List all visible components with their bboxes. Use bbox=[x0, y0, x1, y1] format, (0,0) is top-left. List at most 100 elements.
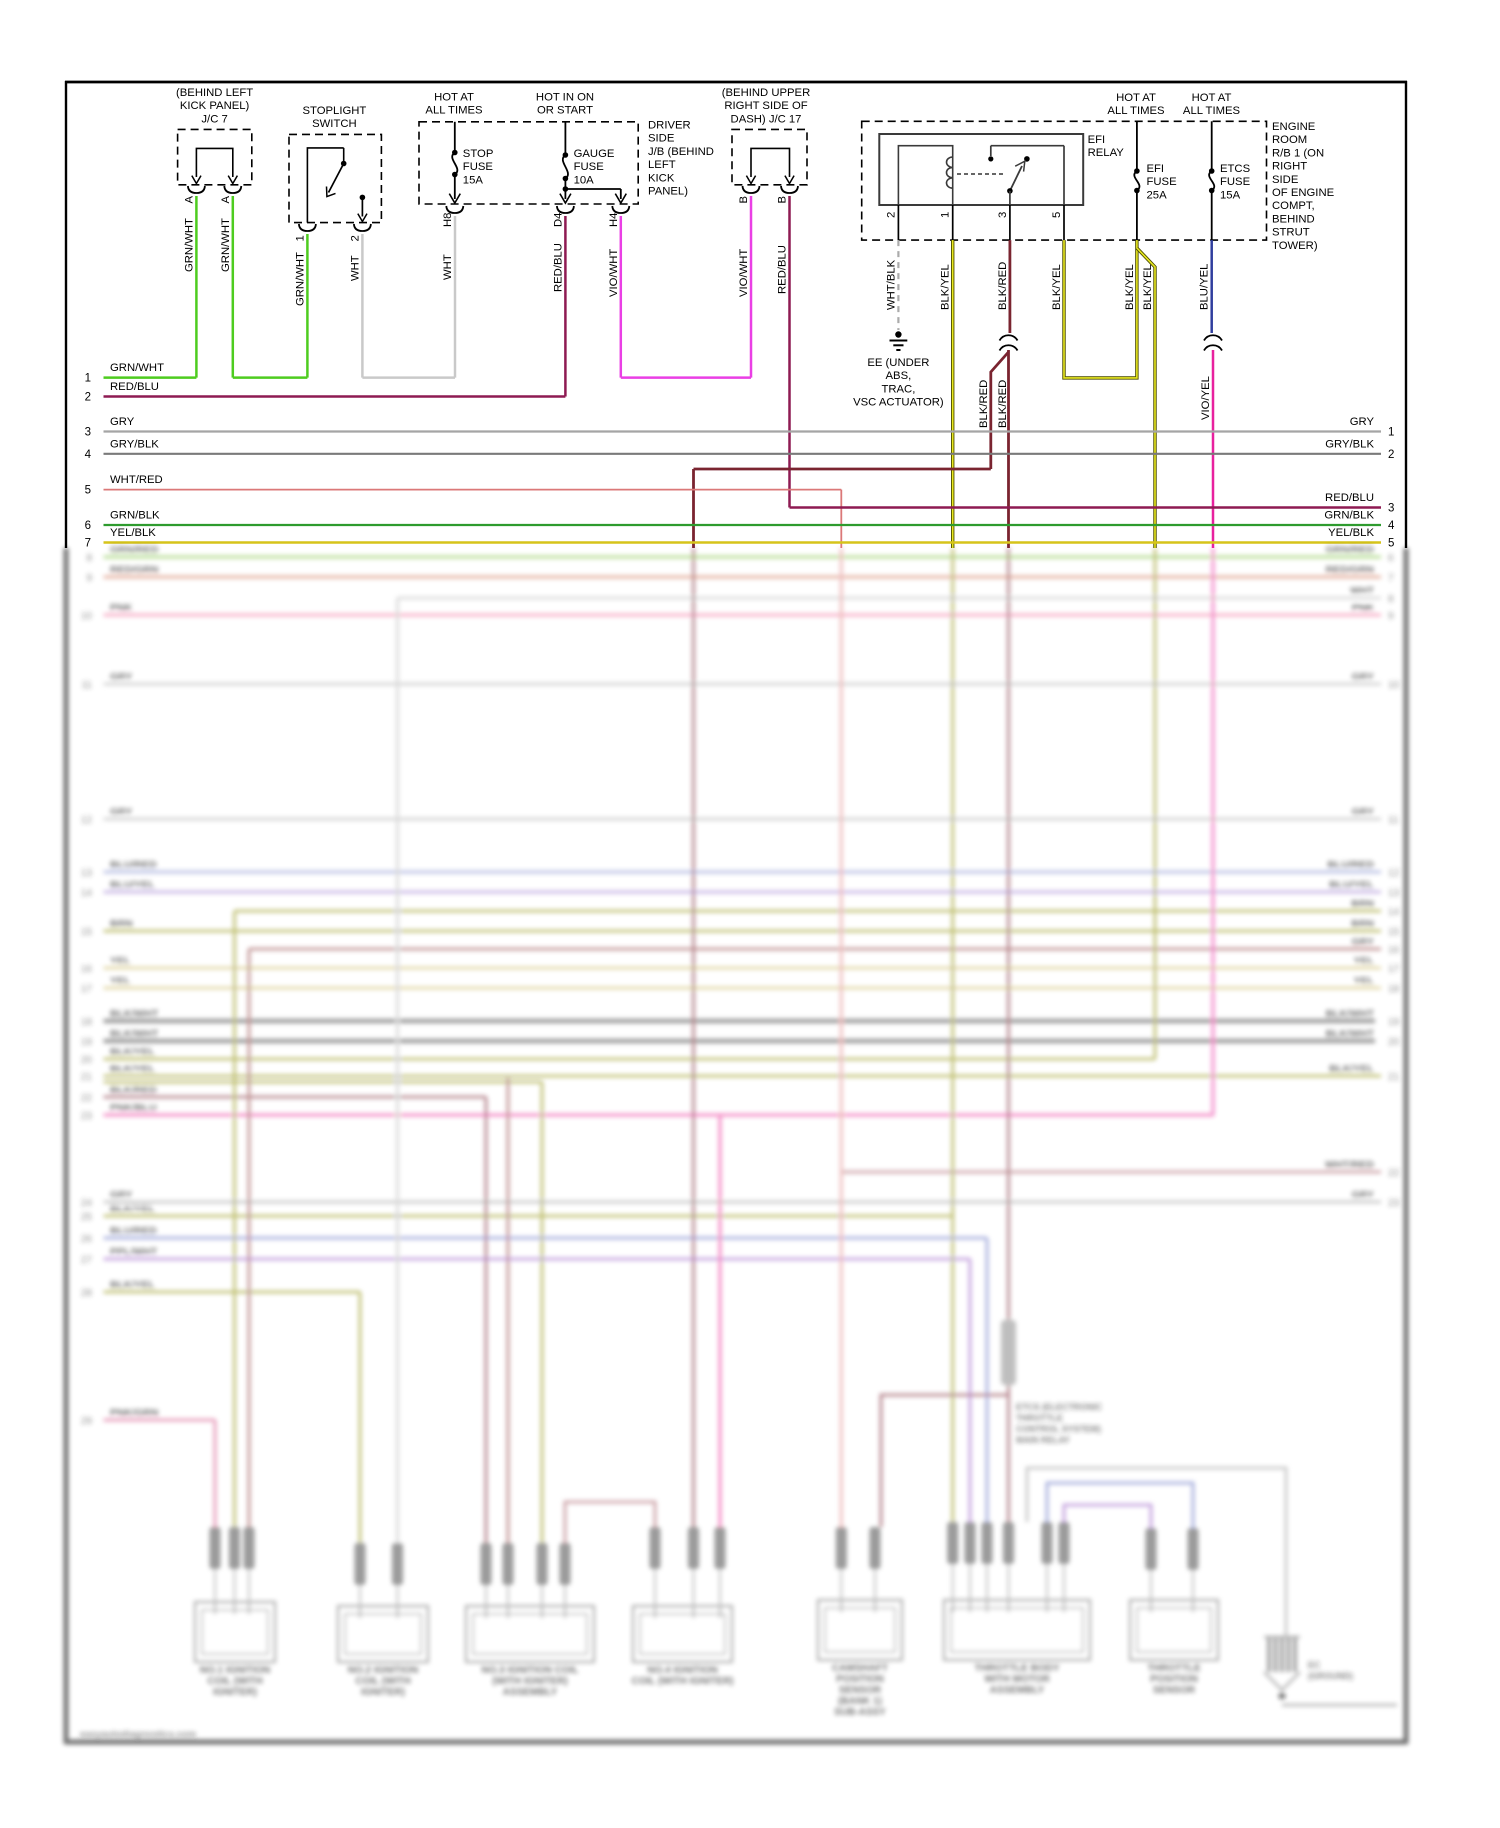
svg-text:WITH MOTOR: WITH MOTOR bbox=[984, 1674, 1050, 1685]
svg-text:SIDE: SIDE bbox=[1272, 174, 1299, 186]
svg-text:23: 23 bbox=[81, 1111, 93, 1122]
svg-text:easyautodiagnostics.com: easyautodiagnostics.com bbox=[80, 1729, 196, 1740]
svg-text:OR START: OR START bbox=[537, 105, 593, 117]
svg-text:(WITH IGNITER): (WITH IGNITER) bbox=[492, 1676, 568, 1687]
svg-text:RED/BLU: RED/BLU bbox=[1325, 492, 1374, 504]
svg-text:GRY/BLK: GRY/BLK bbox=[110, 439, 159, 451]
svg-text:BLK/YEL: BLK/YEL bbox=[1124, 264, 1136, 310]
svg-text:7: 7 bbox=[85, 538, 91, 550]
svg-text:BLK/YEL: BLK/YEL bbox=[1142, 264, 1154, 310]
svg-text:SENSOR: SENSOR bbox=[839, 1685, 882, 1696]
svg-text:21: 21 bbox=[1388, 1072, 1400, 1083]
svg-text:21: 21 bbox=[81, 1072, 93, 1083]
svg-text:FUSE: FUSE bbox=[574, 161, 605, 173]
svg-text:RED/BLU: RED/BLU bbox=[777, 245, 789, 294]
svg-text:18: 18 bbox=[1388, 984, 1400, 995]
svg-text:25A: 25A bbox=[1147, 189, 1168, 201]
svg-text:ASSEMBLY: ASSEMBLY bbox=[503, 1687, 558, 1698]
svg-text:10: 10 bbox=[1388, 680, 1400, 691]
svg-text:FUSE: FUSE bbox=[1220, 176, 1251, 188]
svg-text:NO.1 IGNITION: NO.1 IGNITION bbox=[200, 1665, 271, 1676]
svg-text:GRN/BLK: GRN/BLK bbox=[110, 510, 160, 522]
svg-text:BLU/RED: BLU/RED bbox=[110, 1225, 157, 1237]
svg-text:WHT: WHT bbox=[1350, 585, 1374, 597]
svg-text:1: 1 bbox=[294, 235, 306, 241]
svg-text:GRN/WHT: GRN/WHT bbox=[110, 362, 164, 374]
svg-text:VSC ACTUATOR): VSC ACTUATOR) bbox=[853, 397, 944, 409]
svg-text:LEFT: LEFT bbox=[648, 159, 676, 171]
svg-text:WHT: WHT bbox=[349, 255, 361, 281]
svg-text:BLK/RED: BLK/RED bbox=[110, 1084, 157, 1096]
svg-text:PNK/BLU: PNK/BLU bbox=[110, 1102, 157, 1114]
svg-text:BLK/YEL: BLK/YEL bbox=[110, 1279, 156, 1291]
svg-text:BLU/YEL: BLU/YEL bbox=[1329, 879, 1375, 891]
svg-text:GRY: GRY bbox=[110, 806, 132, 818]
svg-text:(GROUND): (GROUND) bbox=[1308, 1671, 1353, 1681]
svg-text:BLK/YEL: BLK/YEL bbox=[1051, 264, 1063, 310]
svg-text:IGNITER): IGNITER) bbox=[361, 1687, 405, 1698]
svg-text:23: 23 bbox=[1388, 1198, 1400, 1209]
svg-text:NO.2 IGNITION: NO.2 IGNITION bbox=[348, 1665, 419, 1676]
svg-text:17: 17 bbox=[81, 984, 93, 995]
svg-text:3: 3 bbox=[85, 427, 91, 439]
svg-text:13: 13 bbox=[81, 868, 93, 879]
svg-text:GRY: GRY bbox=[110, 416, 135, 428]
svg-text:RIGHT SIDE OF: RIGHT SIDE OF bbox=[724, 100, 807, 112]
svg-text:5: 5 bbox=[1051, 212, 1063, 218]
svg-text:PPL/WHT: PPL/WHT bbox=[110, 1246, 158, 1258]
svg-text:BLK/WHT: BLK/WHT bbox=[110, 1008, 159, 1020]
svg-text:(BEHIND LEFT: (BEHIND LEFT bbox=[176, 87, 253, 99]
svg-text:ASSEMBLY: ASSEMBLY bbox=[990, 1685, 1045, 1696]
svg-text:B: B bbox=[777, 196, 789, 204]
svg-text:ETCS: ETCS bbox=[1220, 163, 1251, 175]
svg-text:GRY: GRY bbox=[110, 1189, 132, 1201]
svg-text:RELAY: RELAY bbox=[1088, 147, 1125, 159]
svg-text:4: 4 bbox=[1388, 520, 1395, 532]
svg-text:26: 26 bbox=[81, 1234, 93, 1245]
svg-text:RED/GRN: RED/GRN bbox=[1326, 564, 1374, 576]
svg-text:1: 1 bbox=[1388, 427, 1394, 439]
svg-text:22: 22 bbox=[81, 1093, 93, 1104]
svg-text:THROTTLE: THROTTLE bbox=[1147, 1663, 1201, 1674]
svg-text:29: 29 bbox=[81, 1416, 93, 1427]
svg-text:BRN: BRN bbox=[110, 918, 133, 930]
svg-text:WHT/RED: WHT/RED bbox=[1325, 1159, 1374, 1171]
svg-text:EE (UNDER: EE (UNDER bbox=[867, 357, 929, 369]
svg-text:YEL/BLK: YEL/BLK bbox=[110, 527, 156, 539]
svg-text:NO.4 IGNITION: NO.4 IGNITION bbox=[647, 1665, 718, 1676]
svg-text:GRN/WHT: GRN/WHT bbox=[294, 252, 306, 306]
svg-text:PNK: PNK bbox=[110, 602, 133, 614]
svg-text:20: 20 bbox=[81, 1055, 93, 1066]
svg-text:CONTROL SYSTEM): CONTROL SYSTEM) bbox=[1016, 1424, 1101, 1434]
svg-text:GRN/RED: GRN/RED bbox=[1326, 544, 1375, 556]
svg-text:(BANK 1): (BANK 1) bbox=[838, 1696, 882, 1707]
svg-text:POSITION: POSITION bbox=[836, 1674, 884, 1685]
svg-text:WHT: WHT bbox=[442, 254, 454, 280]
svg-text:8: 8 bbox=[1388, 594, 1394, 605]
svg-text:4: 4 bbox=[85, 449, 92, 461]
svg-text:BEHIND: BEHIND bbox=[1272, 213, 1315, 225]
svg-text:BLK/YEL: BLK/YEL bbox=[110, 1046, 156, 1058]
svg-text:12: 12 bbox=[1388, 868, 1400, 879]
svg-text:YEL: YEL bbox=[110, 975, 131, 987]
svg-text:PNK/GRN: PNK/GRN bbox=[110, 1407, 158, 1419]
svg-text:ABS,: ABS, bbox=[886, 370, 912, 382]
svg-text:GRY: GRY bbox=[1352, 806, 1374, 818]
svg-text:BLK/RED: BLK/RED bbox=[978, 380, 990, 428]
svg-text:VIO/YEL: VIO/YEL bbox=[1200, 376, 1212, 420]
svg-text:HOT IN ON: HOT IN ON bbox=[536, 92, 594, 104]
svg-text:BLK/YEL: BLK/YEL bbox=[110, 1063, 156, 1075]
svg-text:13: 13 bbox=[1388, 888, 1400, 899]
svg-text:TRAC,: TRAC, bbox=[881, 383, 915, 395]
svg-text:2: 2 bbox=[85, 392, 91, 404]
svg-text:GRN/WHT: GRN/WHT bbox=[220, 218, 232, 272]
svg-text:GRN/RED: GRN/RED bbox=[110, 544, 159, 556]
svg-text:ENGINE: ENGINE bbox=[1272, 121, 1316, 133]
svg-text:GAUGE: GAUGE bbox=[574, 148, 615, 160]
svg-text:DASH) J/C 17: DASH) J/C 17 bbox=[731, 113, 802, 125]
svg-text:1: 1 bbox=[940, 212, 952, 218]
svg-text:D4: D4 bbox=[552, 213, 564, 227]
svg-text:GRY: GRY bbox=[1352, 1189, 1374, 1201]
svg-text:15A: 15A bbox=[463, 174, 484, 186]
svg-text:EC: EC bbox=[1308, 1660, 1321, 1670]
